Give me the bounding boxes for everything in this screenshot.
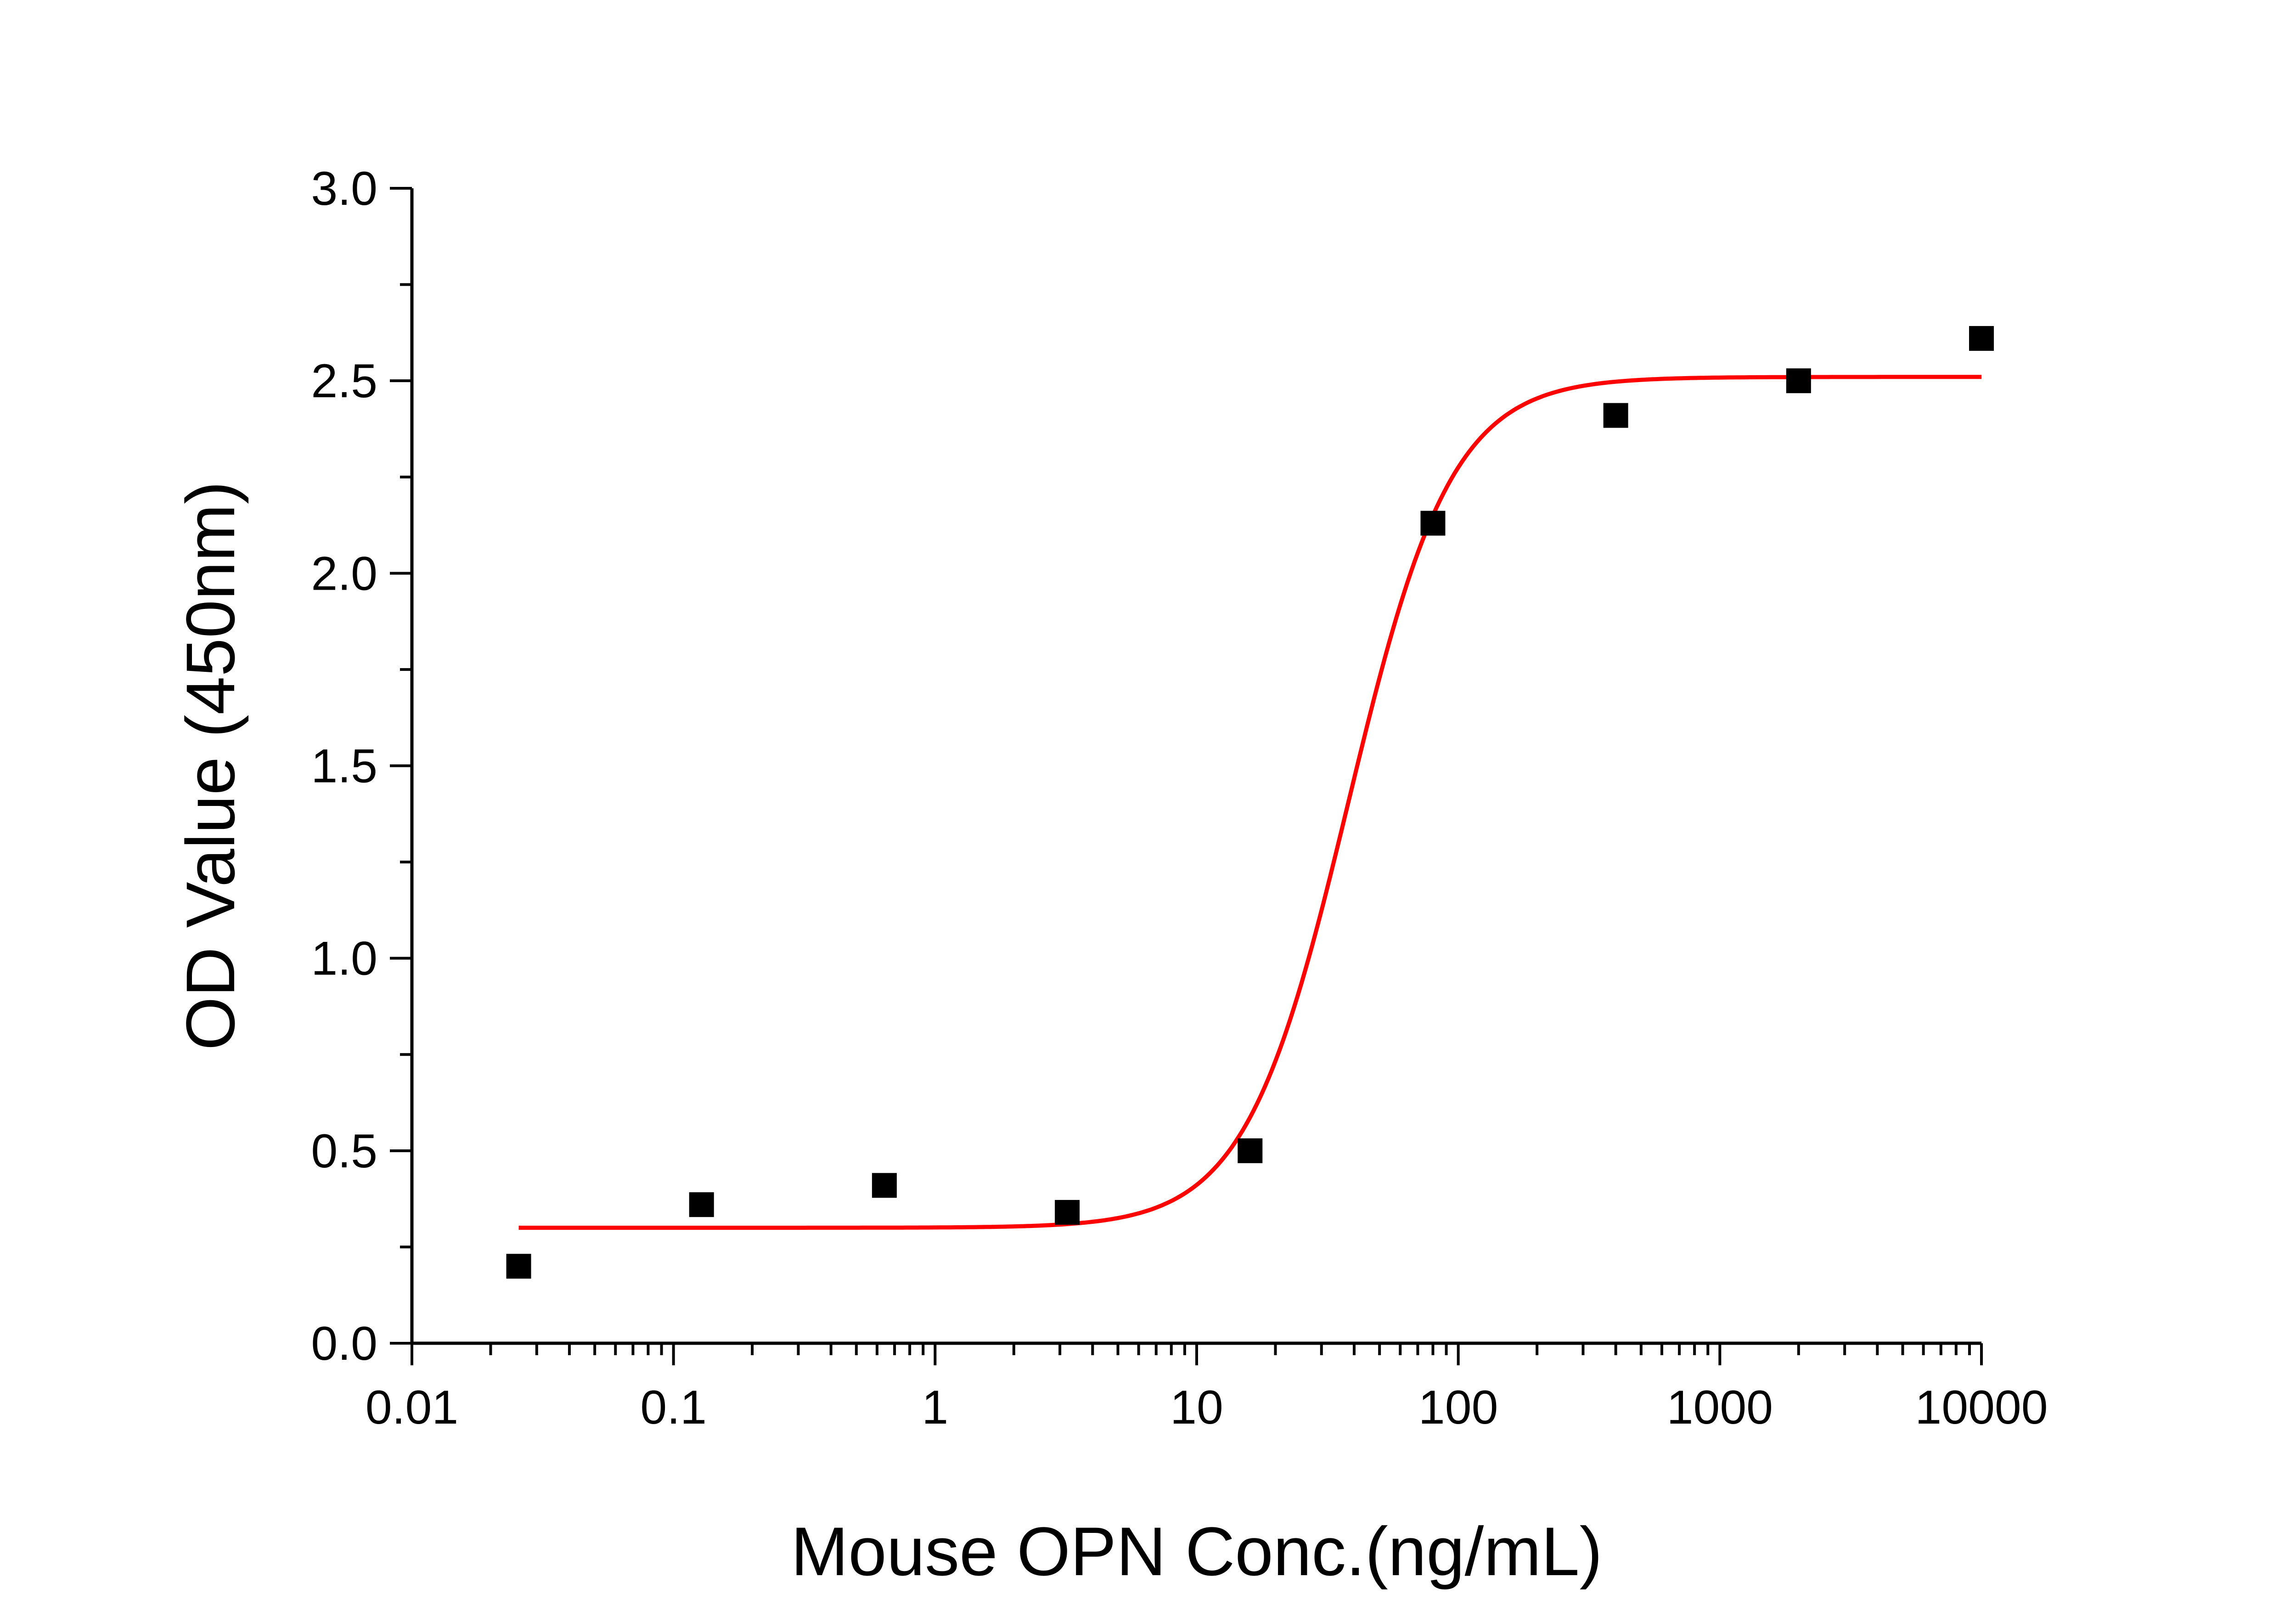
y-tick-label: 1.0 xyxy=(311,932,377,986)
y-axis-ticks: 0.0 0.5 1.0 1.5 2.0 2.5 3.0 xyxy=(311,162,412,1370)
data-point xyxy=(506,1254,531,1279)
x-tick-label: 100 xyxy=(1418,1381,1498,1434)
data-point xyxy=(1055,1200,1080,1225)
x-tick-label: 10000 xyxy=(1915,1381,2048,1434)
y-axis-title: OD Value (450nm) xyxy=(172,481,249,1050)
data-point xyxy=(1603,403,1628,428)
data-point xyxy=(689,1192,714,1217)
data-point xyxy=(1969,326,1994,351)
data-point xyxy=(1786,368,1811,394)
y-tick-label: 0.0 xyxy=(311,1317,377,1370)
y-tick-label: 3.0 xyxy=(311,162,377,215)
y-tick-label: 2.5 xyxy=(311,355,377,408)
y-tick-label: 0.5 xyxy=(311,1125,377,1178)
y-tick-label: 2.0 xyxy=(311,547,377,600)
fit-curve xyxy=(518,375,1981,1230)
x-tick-label: 1000 xyxy=(1667,1381,1773,1434)
axes xyxy=(410,188,1981,1345)
x-axis-title: Mouse OPN Conc.(ng/mL) xyxy=(791,1513,1602,1590)
x-tick-label: 10 xyxy=(1170,1381,1223,1434)
data-point xyxy=(872,1173,897,1198)
data-points-group xyxy=(506,326,1994,1279)
x-tick-label: 0.01 xyxy=(366,1381,458,1434)
data-point xyxy=(1420,511,1446,536)
x-tick-label: 1 xyxy=(922,1381,948,1434)
y-tick-label: 1.5 xyxy=(311,740,377,793)
x-axis-ticks: 0.01 0.1 1 10 100 1000 10000 xyxy=(366,1343,2048,1434)
data-point xyxy=(1238,1138,1263,1163)
fit-curve-group xyxy=(518,375,1981,1230)
x-tick-label: 0.1 xyxy=(640,1381,707,1434)
